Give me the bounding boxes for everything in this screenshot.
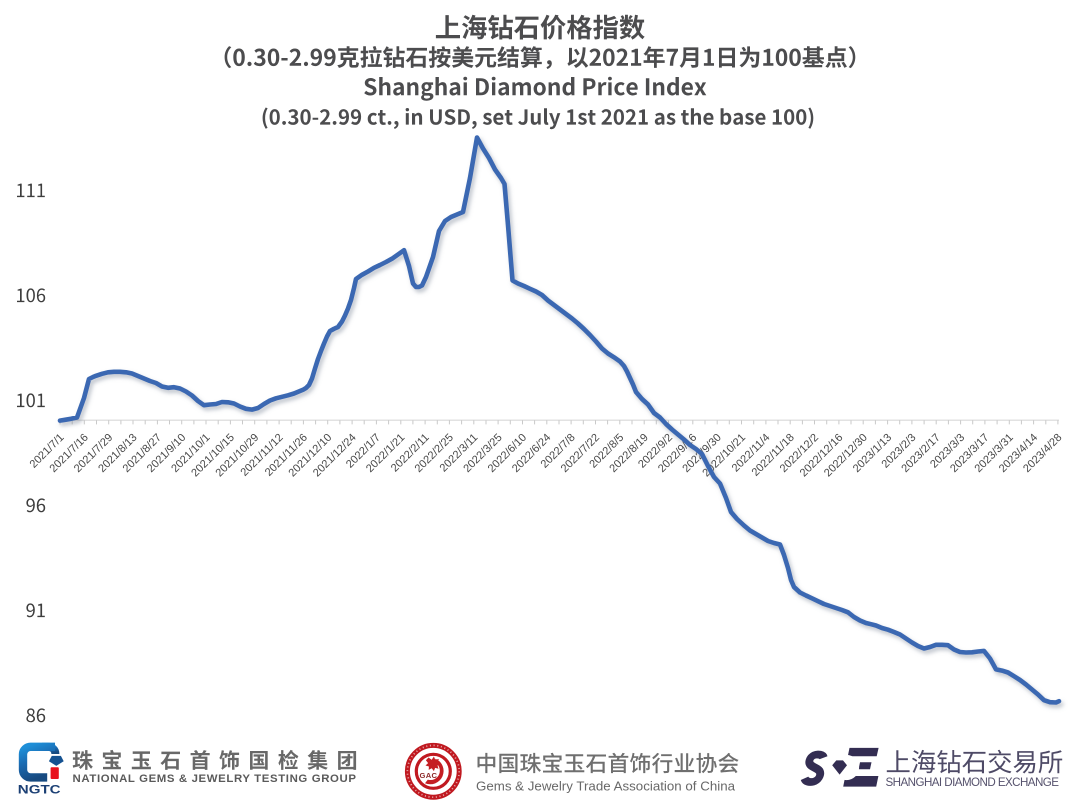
svg-text:NATIONAL GEMS & JEWELRY TESTIN: NATIONAL GEMS & JEWELRY TESTING GROUP (73, 773, 357, 785)
svg-text:Gems & Jewelry Trade Associati: Gems & Jewelry Trade Association of Chin… (476, 778, 736, 793)
svg-text:NGTC: NGTC (18, 782, 61, 796)
svg-text:GAC: GAC (420, 771, 438, 780)
svg-text:SHANGHAI DIAMOND EXCHANGE: SHANGHAI DIAMOND EXCHANGE (886, 776, 1060, 789)
